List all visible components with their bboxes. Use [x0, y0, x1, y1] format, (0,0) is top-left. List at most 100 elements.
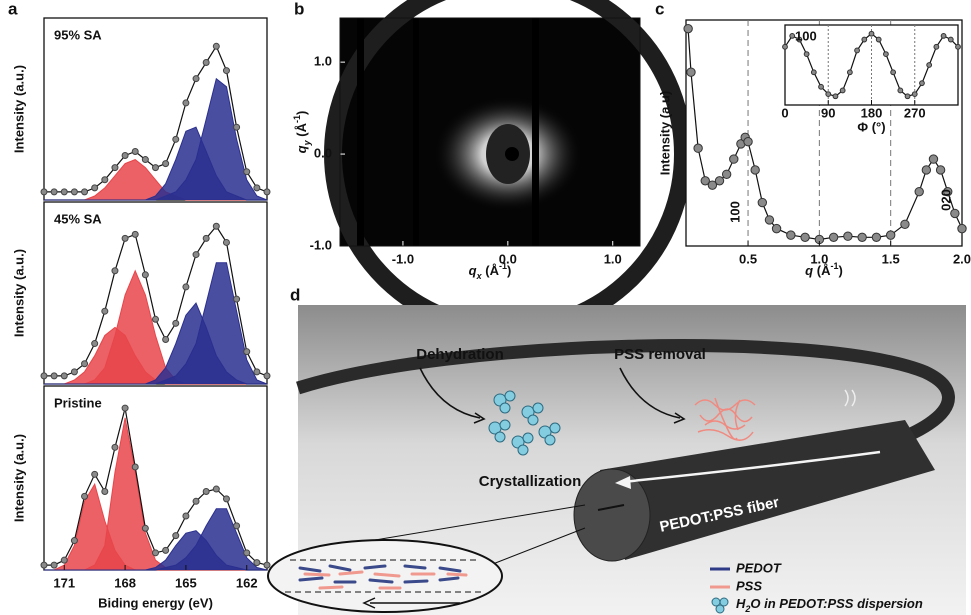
data-point	[234, 523, 240, 529]
x-tick-label: 168	[114, 575, 136, 590]
panel: 45% SAIntensity (a.u.)	[11, 202, 270, 384]
data-point	[811, 70, 816, 75]
data-point	[254, 185, 260, 191]
axis-label-part: q	[294, 145, 309, 153]
figure: Dehydration PSS removal Crystallization …	[0, 0, 971, 615]
data-point	[92, 471, 98, 477]
data-point	[956, 44, 961, 49]
data-point	[884, 52, 889, 57]
data-point	[183, 100, 189, 106]
data-point	[948, 37, 953, 42]
data-point	[163, 547, 169, 553]
data-point	[829, 233, 837, 241]
data-point	[173, 136, 179, 142]
data-point	[872, 233, 880, 241]
data-point	[142, 525, 148, 531]
data-point	[765, 216, 773, 224]
data-point	[234, 124, 240, 130]
data-point	[193, 252, 199, 258]
data-point	[886, 231, 894, 239]
axis-label-part: (Å	[813, 263, 831, 278]
step-label: PSS removal	[614, 346, 706, 363]
page: {"chart_data": [ {"type": "line", "panel…	[0, 0, 971, 615]
data-point	[41, 189, 47, 195]
data-point	[102, 177, 108, 183]
peak-annotation: 020	[938, 189, 953, 211]
y-tick-label: -1.0	[310, 237, 332, 252]
axis-label-part: )	[838, 263, 842, 278]
data-point	[223, 239, 229, 245]
data-point	[833, 94, 838, 99]
y-axis-label: Intensity (a.u.)	[11, 249, 26, 337]
data-point	[722, 170, 730, 178]
x-tick-label: 171	[53, 575, 75, 590]
data-point	[244, 349, 250, 355]
x-tick-label: 162	[236, 575, 258, 590]
data-point	[41, 562, 47, 568]
x-axis-label: qx (Å-1)	[469, 261, 512, 281]
data-point	[71, 538, 77, 544]
x-tick-label: -1.0	[392, 251, 414, 266]
panel-letter: c	[655, 0, 664, 18]
data-point	[153, 165, 159, 171]
data-point	[804, 52, 809, 57]
data-point	[922, 166, 930, 174]
data-point	[715, 177, 723, 185]
axis-label-part: q	[469, 263, 477, 278]
x-axis-label: Φ (°)	[857, 119, 885, 134]
data-point	[920, 81, 925, 86]
x-axis-label: Biding energy (eV)	[98, 595, 213, 610]
data-point	[912, 92, 917, 97]
step-label: Dehydration	[416, 346, 504, 363]
data-point	[203, 235, 209, 241]
panel-letter: a	[8, 0, 18, 18]
y-axis-label: Intensity (a.u.)	[11, 434, 26, 522]
data-point	[858, 233, 866, 241]
data-point	[173, 533, 179, 539]
data-point	[163, 337, 169, 343]
peak-annotation: 100	[727, 201, 742, 223]
x-tick-label: 270	[904, 105, 926, 120]
data-point	[941, 34, 946, 39]
legend-text-part: O in PEDOT:PSS dispersion	[750, 596, 922, 611]
data-point	[61, 189, 67, 195]
data-point	[71, 189, 77, 195]
data-point	[153, 316, 159, 322]
corner-label: 95% SA	[54, 27, 102, 42]
step-label: Crystallization	[479, 473, 582, 490]
y-axis-label: Intensity (a.u.)	[11, 65, 26, 153]
corner-label: Pristine	[54, 395, 102, 410]
x-tick-label: 0.5	[739, 251, 757, 266]
y-axis-label: Intensity (a.u)	[657, 91, 672, 176]
data-point	[112, 268, 118, 274]
schematic: Dehydration PSS removal Crystallization …	[268, 305, 966, 615]
data-point	[173, 320, 179, 326]
data-point	[772, 224, 780, 232]
data-point	[801, 233, 809, 241]
data-point	[223, 68, 229, 74]
data-point	[855, 48, 860, 53]
data-point	[61, 557, 67, 563]
data-point	[132, 231, 138, 237]
data-point	[901, 220, 909, 228]
data-point	[51, 562, 57, 568]
data-point	[132, 464, 138, 470]
data-point	[213, 223, 219, 229]
data-point	[905, 94, 910, 99]
data-point	[790, 34, 795, 39]
data-point	[254, 369, 260, 375]
data-point	[102, 308, 108, 314]
data-point	[51, 189, 57, 195]
data-point	[244, 169, 250, 175]
data-point	[744, 137, 752, 145]
data-point	[51, 373, 57, 379]
data-point	[684, 24, 692, 32]
data-point	[264, 189, 270, 195]
data-point	[142, 272, 148, 278]
data-point	[92, 341, 98, 347]
data-point	[223, 496, 229, 502]
data-point	[82, 493, 88, 499]
axis-label-part: -1	[830, 261, 838, 271]
panel-letter: b	[294, 0, 304, 18]
